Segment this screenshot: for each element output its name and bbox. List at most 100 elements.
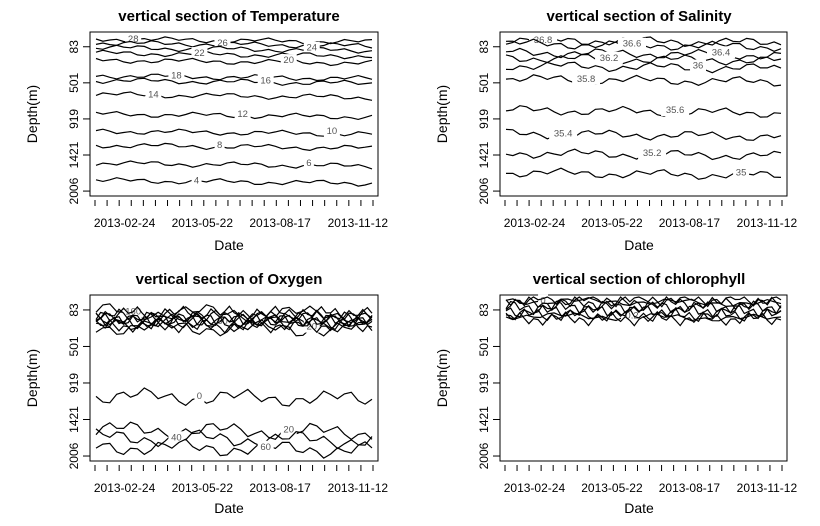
contour-label: 28 xyxy=(128,34,139,45)
contour-label-bg xyxy=(214,36,231,49)
contour-line xyxy=(505,105,782,118)
contour-line xyxy=(505,296,782,308)
plot-frame xyxy=(499,294,788,462)
contour-label: 22 xyxy=(194,48,205,59)
contour-label-bg xyxy=(191,174,202,187)
y-tick-label: 1421 xyxy=(67,141,81,168)
contour-label-bg xyxy=(145,88,162,101)
contour-line xyxy=(505,305,782,318)
chart-panel-1: vertical section of Temperature 2013-02-2… xyxy=(24,8,388,253)
chart-title: vertical section of Salinity xyxy=(546,8,732,25)
contour-label-bg xyxy=(303,157,314,170)
plot-frame xyxy=(499,31,788,197)
contour-label-bg xyxy=(661,104,690,117)
chart-panel-3: vertical section of Oxygen 2013-02-24 2013… xyxy=(24,271,388,516)
x-axis-label: Date xyxy=(624,500,654,516)
y-tick-label: 919 xyxy=(477,373,491,393)
contour-label: 20 xyxy=(283,424,294,435)
chart-title: vertical section of Oxygen xyxy=(136,271,323,288)
contour-line xyxy=(95,49,373,60)
contour-label: 35 xyxy=(736,168,747,179)
contour-label-bg xyxy=(618,37,647,50)
contour-label: 24 xyxy=(306,43,317,54)
contour-label-bg xyxy=(706,46,735,59)
contour-label: 35.2 xyxy=(643,148,662,159)
contour-label: 26 xyxy=(217,38,228,49)
contour-line xyxy=(95,91,373,101)
y-axis-label: Depth(m) xyxy=(434,85,450,143)
contour-label: 36.4 xyxy=(712,47,731,58)
contour-label: 18 xyxy=(171,71,182,82)
chart-title: vertical section of chlorophyll xyxy=(533,271,746,288)
contour-line xyxy=(95,387,373,407)
y-tick-label: 1421 xyxy=(477,406,491,433)
contour-line xyxy=(95,314,373,328)
contour-line xyxy=(95,110,373,121)
contour-line xyxy=(95,44,373,54)
contour-label: 10 xyxy=(327,126,338,137)
y-tick-label: 501 xyxy=(477,336,491,356)
x-tick-label: 2013-05-22 xyxy=(172,481,234,495)
contour-label-bg xyxy=(168,431,185,444)
x-tick-label: 2013-08-17 xyxy=(659,216,721,230)
y-tick-label: 83 xyxy=(477,40,491,54)
x-tick-label: 2013-02-24 xyxy=(94,481,156,495)
contour-line xyxy=(95,142,373,152)
contour-label-bg xyxy=(549,127,578,140)
contour-line xyxy=(95,428,373,450)
y-tick-label: 1421 xyxy=(67,406,81,433)
y-tick-label: 2006 xyxy=(67,442,81,469)
contour-label: 16 xyxy=(260,75,271,86)
contour-label: 35.4 xyxy=(554,129,573,140)
contour-line xyxy=(95,438,373,459)
contour-line xyxy=(505,61,782,74)
contour-label: 14 xyxy=(148,89,159,100)
x-tick-label: 2013-05-22 xyxy=(581,481,643,495)
contour-label-bg xyxy=(168,69,185,82)
contour-label-bg xyxy=(323,125,340,138)
x-tick-label: 2013-02-24 xyxy=(94,216,156,230)
x-tick-label: 2013-08-17 xyxy=(659,481,721,495)
contour-label-bg xyxy=(280,54,297,67)
contour-label-bg xyxy=(572,72,601,85)
y-tick-label: 83 xyxy=(67,303,81,317)
contour-label-bg xyxy=(595,51,624,64)
contour-label: 36.2 xyxy=(600,53,619,64)
y-tick-label: 919 xyxy=(477,109,491,129)
contour-label-bg xyxy=(638,147,667,160)
contour-label: 8 xyxy=(217,140,222,151)
x-tick-label: 2013-05-22 xyxy=(581,216,643,230)
contour-label: 36.8 xyxy=(534,35,553,46)
plot-frame xyxy=(89,294,379,462)
contour-label-bg xyxy=(194,390,205,403)
contour-line xyxy=(505,296,782,308)
y-tick-label: 919 xyxy=(67,373,81,393)
x-tick-label: 2013-05-22 xyxy=(172,216,234,230)
y-tick-label: 919 xyxy=(67,109,81,129)
contour-label-bg xyxy=(690,59,707,72)
x-tick-label: 2013-11-12 xyxy=(737,216,798,230)
contour-label: 40 xyxy=(171,432,182,443)
contour-label-bg xyxy=(257,74,274,87)
chart-title: vertical section of Temperature xyxy=(118,8,339,25)
contour-line xyxy=(95,57,373,67)
x-axis-label: Date xyxy=(214,237,244,253)
y-tick-label: 2006 xyxy=(67,177,81,204)
y-axis-label: Depth(m) xyxy=(434,349,450,407)
y-axis-label: Depth(m) xyxy=(24,85,40,143)
x-axis-label: Date xyxy=(624,237,654,253)
x-tick-label: 2013-11-12 xyxy=(737,481,798,495)
contour-line xyxy=(95,311,373,326)
contour-line xyxy=(505,53,782,66)
contour-label: 20 xyxy=(283,55,294,66)
contour-label: 60 xyxy=(260,442,271,453)
contour-label-bg xyxy=(733,166,750,179)
y-tick-label: 501 xyxy=(67,336,81,356)
contour-line xyxy=(95,421,373,441)
contour-label: 6 xyxy=(306,158,311,169)
contour-label: 35.8 xyxy=(577,74,596,85)
contour-line xyxy=(95,177,373,187)
contour-label: 12 xyxy=(237,109,248,120)
contour-label-bg xyxy=(280,423,297,436)
y-tick-label: 501 xyxy=(477,73,491,93)
